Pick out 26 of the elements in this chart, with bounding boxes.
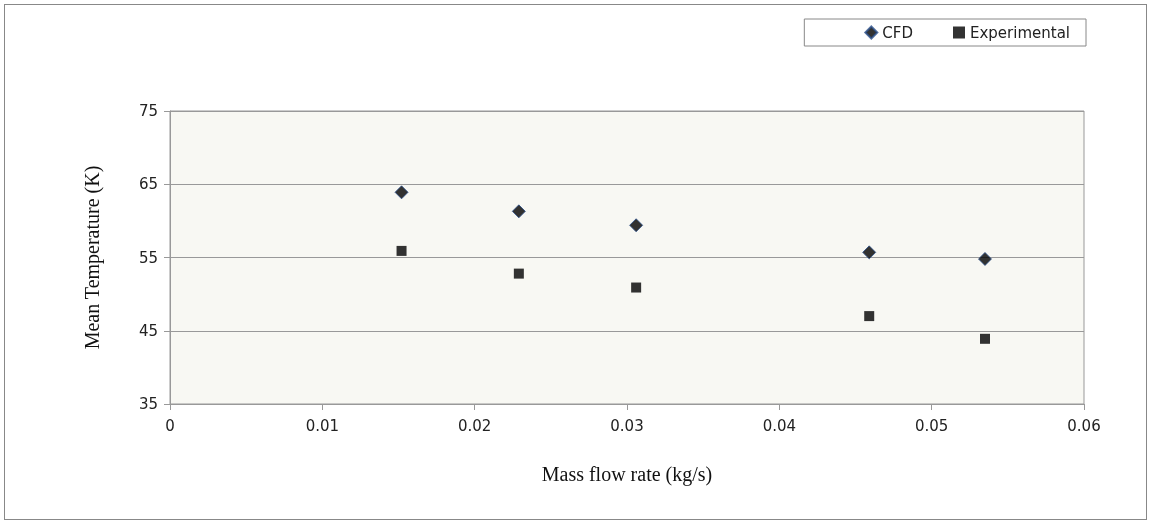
y-tick-label: 75 (138, 102, 158, 120)
point (629, 218, 644, 233)
y-axis-title: Mean Temperature (K) (81, 165, 104, 350)
y-tick-label: 65 (138, 175, 158, 194)
point (513, 268, 524, 279)
x-tick-label: 0.01 (305, 416, 340, 435)
x-tick-label: 0.03 (610, 416, 644, 435)
point (979, 333, 990, 344)
x-tick-label: 0 (165, 416, 175, 435)
point (862, 245, 877, 260)
legend-label: Experimental (969, 23, 1070, 42)
point (977, 251, 992, 266)
x-tick-label: 0.04 (762, 416, 797, 435)
point (511, 204, 526, 219)
y-tick-label: 55 (138, 248, 158, 267)
y-tick-label: 45 (138, 321, 158, 340)
x-tick-label: 0.02 (457, 416, 492, 435)
point (394, 185, 409, 200)
x-axis-title: Mass flow rate (kg/s) (541, 463, 713, 486)
legend-label: CFD (882, 23, 913, 42)
x-tick-label: 0.06 (1067, 416, 1101, 435)
y-tick-label: 35 (138, 395, 158, 413)
point (396, 245, 407, 256)
point (864, 311, 875, 322)
point (631, 282, 642, 293)
x-tick-label: 0.05 (914, 416, 949, 435)
